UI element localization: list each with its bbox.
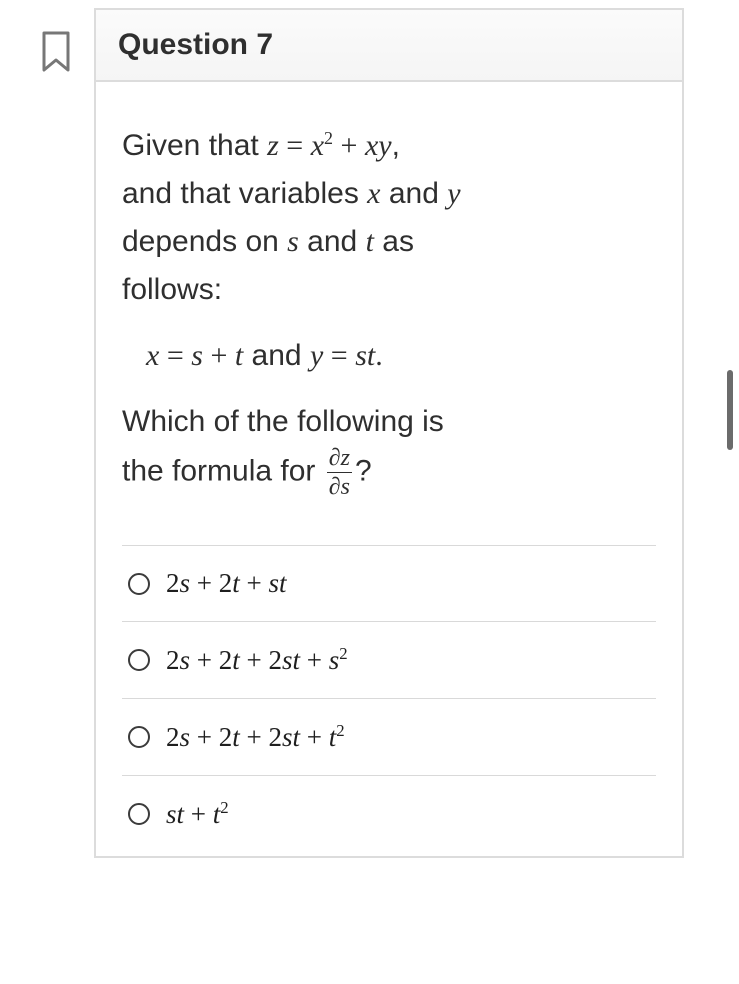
prompt-text-2: and that variables <box>122 177 367 210</box>
z-rhs: x2 + xy <box>311 129 392 162</box>
question-body: Given that z = x2 + xy, and that variabl… <box>96 82 682 856</box>
bookmark-icon[interactable] <box>38 30 74 79</box>
var-s: s <box>287 225 299 258</box>
option-a[interactable]: 2s + 2t + st <box>122 545 656 621</box>
comma: , <box>392 129 400 162</box>
and-1: and <box>380 177 447 210</box>
var-y: y <box>447 177 460 210</box>
option-b[interactable]: 2s + 2t + 2st + s2 <box>122 621 656 698</box>
which-line-2-pre: the formula for <box>122 454 324 487</box>
var-z: z <box>267 129 279 162</box>
radio-icon[interactable] <box>128 573 150 595</box>
options-list: 2s + 2t + st 2s + 2t + 2st + s2 2s + 2t … <box>122 545 656 852</box>
radio-icon[interactable] <box>128 649 150 671</box>
frac-den: ∂s <box>327 473 352 499</box>
prompt-text-3a: depends on <box>122 225 287 258</box>
which-line-1: Which of the following is <box>122 405 444 438</box>
option-d-math: st + t2 <box>166 798 229 830</box>
and-2: and <box>299 225 366 258</box>
scrollbar-thumb[interactable] <box>727 370 733 450</box>
period: . <box>375 339 383 372</box>
question-prompt: Given that z = x2 + xy, and that variabl… <box>122 122 656 314</box>
option-c-math: 2s + 2t + 2st + t2 <box>166 721 345 753</box>
prompt-text-3b: as <box>374 225 414 258</box>
option-d[interactable]: st + t2 <box>122 775 656 852</box>
prompt-text-1: Given that <box>122 129 267 162</box>
question-title: Question 7 <box>118 28 273 61</box>
and-text: and <box>243 339 310 372</box>
x-def: x = s + t <box>146 339 243 372</box>
question-mark: ? <box>355 454 372 487</box>
var-x: x <box>367 177 380 210</box>
radio-icon[interactable] <box>128 726 150 748</box>
xy-definitions: x = s + t and y = st. <box>146 332 656 380</box>
which-question: Which of the following is the formula fo… <box>122 398 656 499</box>
question-header: Question 7 <box>96 10 682 82</box>
option-a-math: 2s + 2t + st <box>166 568 287 599</box>
var-t: t <box>366 225 374 258</box>
frac-num: ∂z <box>327 446 352 473</box>
prompt-text-4: follows: <box>122 273 222 306</box>
radio-icon[interactable] <box>128 803 150 825</box>
option-c[interactable]: 2s + 2t + 2st + t2 <box>122 698 656 775</box>
eq-sign: = <box>279 129 311 162</box>
question-card: Question 7 Given that z = x2 + xy, and t… <box>94 8 684 858</box>
y-def: y = st <box>310 339 375 372</box>
partial-fraction: ∂z∂s <box>327 446 352 499</box>
option-b-math: 2s + 2t + 2st + s2 <box>166 644 348 676</box>
